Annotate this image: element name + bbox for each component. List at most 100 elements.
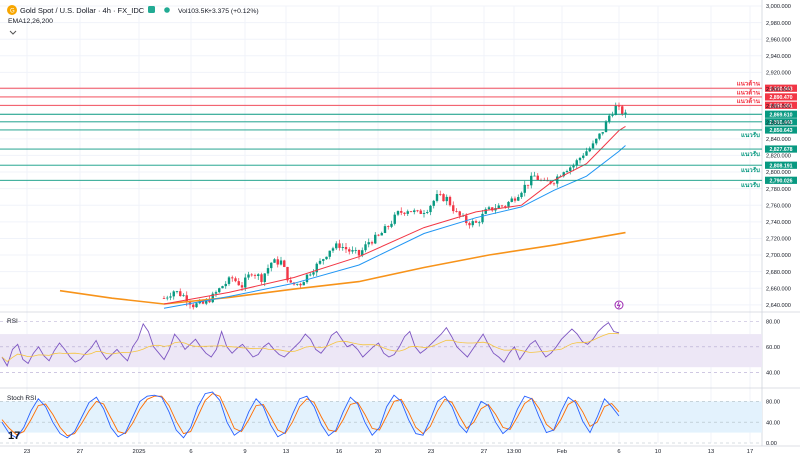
level-tag: แนวรับ bbox=[741, 166, 760, 174]
candle-body bbox=[575, 160, 578, 166]
candle-body bbox=[195, 303, 198, 308]
stoch-rsi-label[interactable]: Stoch RSI bbox=[7, 395, 36, 402]
y-tick-label: 2,700.000 bbox=[766, 253, 791, 259]
y-tick-label: 2,740.000 bbox=[766, 220, 791, 226]
candle-body bbox=[182, 295, 185, 297]
candle-body bbox=[234, 278, 237, 282]
candle-body bbox=[387, 226, 390, 227]
candle-body bbox=[400, 211, 403, 213]
level-price-label: 2,827.678 bbox=[769, 147, 792, 153]
candle-body bbox=[445, 196, 448, 202]
ema-indicator-label[interactable]: EMA12,26,200 bbox=[8, 18, 53, 25]
candle-body bbox=[231, 277, 234, 279]
candle-body bbox=[523, 184, 526, 193]
candle-body bbox=[416, 210, 419, 212]
candle-body bbox=[588, 148, 591, 152]
candle-body bbox=[270, 262, 273, 269]
gold-symbol-icon bbox=[7, 5, 17, 15]
candle-body bbox=[302, 282, 305, 286]
candle-body bbox=[624, 112, 627, 115]
candle-body bbox=[367, 242, 370, 245]
lightning-icon[interactable] bbox=[614, 300, 624, 310]
candle-body bbox=[617, 105, 621, 107]
candle-body bbox=[478, 222, 481, 224]
candle-body bbox=[513, 198, 517, 201]
candle-body bbox=[201, 300, 205, 304]
candle-body bbox=[318, 260, 322, 264]
y-tick-label: 2,820.000 bbox=[766, 154, 791, 160]
candle-body bbox=[393, 214, 396, 224]
candle-body bbox=[536, 175, 539, 181]
stoch-tick-label: 80.00 bbox=[766, 400, 780, 406]
candle-body bbox=[286, 266, 289, 281]
level-price-tag bbox=[765, 101, 797, 109]
level-price-tag bbox=[765, 84, 797, 92]
candle-body bbox=[439, 194, 442, 195]
candle-body bbox=[604, 121, 608, 133]
level-price-tag bbox=[765, 161, 797, 169]
candle-body bbox=[383, 226, 387, 233]
candle-body bbox=[166, 297, 169, 299]
level-price-label: 2,880.391 bbox=[769, 103, 792, 109]
stoch-d-line bbox=[1, 393, 620, 437]
candle-body bbox=[185, 295, 188, 303]
candle-body bbox=[331, 248, 335, 251]
chevron-down-icon[interactable] bbox=[9, 30, 17, 35]
candle-body bbox=[237, 281, 240, 286]
candle-body bbox=[585, 151, 588, 156]
change-value: +3.375 (+0.12%) bbox=[208, 8, 259, 15]
legend-header: G Gold Spot / U.S. Dollar · 4h · FX_IDC … bbox=[7, 5, 259, 35]
candle-body bbox=[162, 298, 166, 300]
stoch-tick-label: 40.00 bbox=[766, 420, 780, 426]
level-tag: แนวต้าน bbox=[737, 80, 761, 88]
stoch-k-line bbox=[1, 391, 620, 439]
candle-body bbox=[315, 263, 318, 273]
y-tick-label: 2,760.000 bbox=[766, 203, 791, 209]
candle-body bbox=[192, 304, 195, 308]
candle-body bbox=[364, 244, 367, 251]
y-tick-label: 2,980.000 bbox=[766, 21, 791, 27]
candle-body bbox=[601, 132, 604, 134]
candle-body bbox=[263, 273, 266, 282]
candle-body bbox=[240, 285, 244, 288]
candle-body bbox=[507, 201, 510, 207]
candle-body bbox=[517, 197, 520, 201]
main-pane bbox=[59, 102, 627, 310]
level-tag: แนวรับ bbox=[741, 131, 760, 139]
candle-body bbox=[299, 283, 302, 286]
candle-body bbox=[224, 283, 227, 287]
candle-body bbox=[591, 143, 595, 149]
y-tick-label: 2,660.000 bbox=[766, 286, 791, 292]
candle-body bbox=[500, 205, 504, 207]
level-price-tag bbox=[765, 176, 797, 184]
y-tick-label: 3,000.000 bbox=[766, 4, 791, 10]
level-price-label: 2,890.470 bbox=[769, 95, 792, 101]
level-tag: แนวต้าน bbox=[737, 97, 761, 105]
rsi-label[interactable]: RSI bbox=[7, 318, 18, 325]
grid bbox=[0, 0, 800, 447]
candle-body bbox=[442, 194, 445, 202]
candle-body bbox=[406, 211, 409, 214]
rsi-tick-label: 80.00 bbox=[766, 320, 780, 326]
candle-body bbox=[338, 243, 341, 248]
candle-body bbox=[455, 211, 458, 212]
candle-body bbox=[322, 259, 325, 261]
candle-body bbox=[595, 138, 598, 144]
candle-body bbox=[562, 172, 565, 177]
candle-body bbox=[325, 256, 328, 260]
candle-body bbox=[309, 274, 312, 276]
candle-body bbox=[253, 275, 257, 276]
candle-body bbox=[552, 183, 556, 185]
x-tick-label: 10 bbox=[655, 449, 661, 455]
candle-body bbox=[328, 250, 331, 257]
candle-body bbox=[481, 213, 484, 223]
candle-body bbox=[218, 288, 221, 293]
y-tick-label: 2,860.000 bbox=[766, 120, 791, 126]
symbol-title[interactable]: Gold Spot / U.S. Dollar · 4h · FX_IDC bbox=[20, 6, 145, 15]
stoch-rsi-pane: 80.00 40.00 0.00 bbox=[0, 391, 780, 447]
ema12-line bbox=[163, 125, 626, 305]
candle-body bbox=[452, 205, 455, 212]
rsi-band bbox=[0, 334, 762, 368]
x-tick-label: 23 bbox=[428, 449, 434, 455]
candle-body bbox=[484, 209, 487, 214]
